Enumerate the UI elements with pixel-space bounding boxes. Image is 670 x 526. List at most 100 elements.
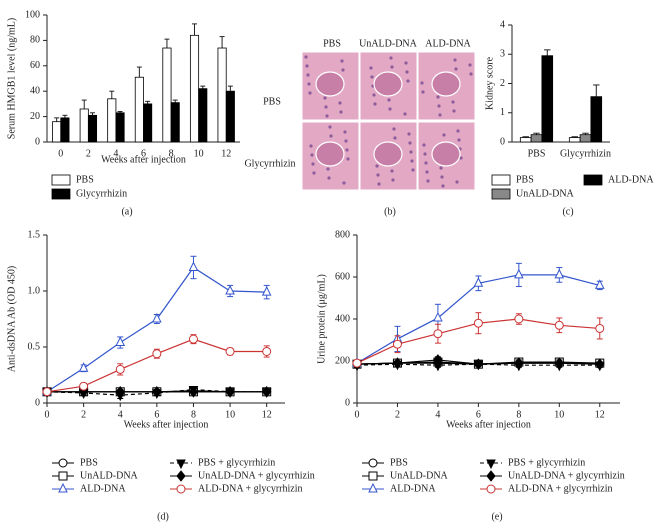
x-tick-label: 0 [58, 148, 63, 159]
marker [152, 385, 162, 398]
nucleus [304, 55, 308, 59]
bar [143, 103, 153, 143]
marker [58, 482, 68, 493]
legend-label: PBS + glycyrrhizin [508, 457, 585, 468]
bar [87, 114, 98, 143]
marker [486, 484, 496, 494]
marker [58, 471, 68, 481]
marker [368, 458, 378, 468]
nucleus [409, 150, 413, 154]
nucleus [425, 170, 429, 174]
nucleus [375, 164, 379, 168]
x-tick-label: 8 [191, 409, 196, 420]
nucleus [406, 79, 410, 83]
marker [514, 268, 524, 279]
nucleus [437, 104, 441, 108]
bar [107, 98, 117, 143]
x-tick-label: 4 [118, 409, 123, 420]
column-label: ALD-DNA [425, 38, 471, 49]
x-tick-label: 0 [45, 409, 50, 420]
marker [433, 311, 443, 322]
nucleus [308, 91, 312, 95]
nucleus [343, 130, 347, 134]
legend-label: ALD-DNA + glycyrrhizin [508, 483, 613, 494]
nucleus [405, 70, 409, 74]
x-axis-label: Weeks after injection [124, 419, 209, 430]
legend-label: UnALD-DNA [80, 470, 139, 481]
bar [170, 102, 180, 143]
marker [433, 329, 443, 339]
nucleus [323, 96, 327, 100]
nucleus [338, 101, 342, 105]
bar [590, 96, 603, 143]
y-tick-label: 60 [30, 60, 40, 71]
nucleus [327, 176, 331, 180]
nucleus [404, 61, 408, 65]
x-tick-label: PBS [528, 148, 546, 159]
histology-panel: PBS UnALD-DNA ALD-DNA PBS Glycyrrhizin (… [244, 38, 476, 217]
nucleus [438, 113, 442, 117]
nucleus [454, 67, 458, 71]
nucleus [468, 63, 472, 67]
y-tick-label: 0 [35, 136, 40, 147]
bar [189, 34, 200, 143]
marker [225, 346, 235, 356]
x-tick-label: 0 [355, 409, 360, 420]
y-tick-label: 4 [500, 19, 505, 30]
marker [486, 470, 496, 482]
marker [225, 284, 235, 295]
bar [79, 108, 89, 143]
y-tick-label: 20 [30, 111, 40, 122]
marker [78, 362, 89, 372]
column-label: UnALD-DNA [359, 38, 418, 49]
nucleus [311, 162, 315, 166]
marker [115, 336, 126, 347]
y-tick-label: 2 [500, 78, 505, 89]
x-tick-label: 8 [169, 148, 174, 159]
y-tick-label: 1 [500, 107, 505, 118]
marker [554, 320, 564, 330]
nucleus [344, 139, 348, 143]
nucleus [339, 110, 343, 114]
x-tick-label: 8 [516, 409, 521, 420]
nucleus [457, 138, 461, 142]
y-axis-label: Urine protein (μg/mL) [316, 274, 327, 364]
y-tick-label: 3 [500, 49, 505, 60]
x-tick-label: 12 [221, 148, 231, 159]
y-tick-label: 40 [30, 85, 40, 96]
marker [225, 385, 235, 398]
nucleus [376, 173, 380, 177]
nucleus [389, 56, 393, 60]
nucleus [390, 169, 394, 173]
marker [595, 323, 605, 333]
nucleus [329, 134, 333, 138]
nucleus [442, 133, 446, 137]
nucleus [340, 59, 344, 63]
glomerulus [373, 141, 403, 167]
bar [541, 55, 554, 143]
x-tick-label: 2 [395, 409, 400, 420]
nucleus [440, 175, 444, 179]
y-tick-label: 1.0 [28, 285, 41, 296]
marker [115, 385, 125, 398]
marker [188, 385, 199, 398]
nucleus [469, 72, 473, 76]
nucleus [410, 159, 414, 163]
nucleus [373, 102, 377, 106]
y-axis-label: Serum HMGB1 level (ng/mL) [6, 18, 17, 139]
y-tick-label: 0 [345, 397, 350, 408]
y-tick-label: 600 [335, 271, 350, 282]
y-tick-label: 200 [335, 355, 350, 366]
row-label: PBS [263, 96, 281, 107]
nucleus [423, 152, 427, 156]
x-tick-label: 10 [225, 409, 235, 420]
legend-label: UnALD-DNA [516, 188, 575, 199]
bar [217, 47, 227, 143]
legend-label: UnALD-DNA [390, 470, 449, 481]
nucleus [325, 114, 329, 118]
nucleus [390, 65, 394, 69]
nucleus [312, 171, 316, 175]
bar [60, 117, 70, 143]
nucleus [326, 167, 330, 171]
marker [514, 357, 524, 369]
